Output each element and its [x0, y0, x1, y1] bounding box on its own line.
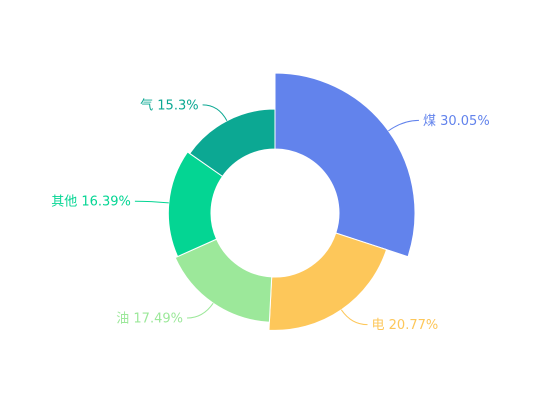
slice-4[interactable] [189, 108, 276, 178]
leader-line-2 [186, 302, 214, 319]
slice-0[interactable] [274, 72, 416, 258]
labels-group: 煤 30.05% 电 20.77% 油 17.49% 其他 16.39% 气 15.3% [51, 97, 489, 333]
slice-label-1: 电 20.77% [372, 318, 439, 333]
leader-line-0 [388, 119, 419, 132]
leader-line-1 [340, 309, 368, 326]
slice-label-3: 其他 16.39% [51, 195, 131, 210]
slice-1[interactable] [268, 232, 388, 331]
slice-label-2: 油 17.49% [116, 312, 183, 327]
slice-2[interactable] [174, 238, 273, 323]
leader-line-4 [202, 104, 228, 122]
leader-line-3 [134, 200, 169, 204]
slice-label-4: 气 15.3% [140, 97, 198, 113]
slice-3[interactable] [167, 151, 224, 258]
slices-group [167, 72, 416, 331]
slice-label-0: 煤 30.05% [423, 114, 490, 129]
